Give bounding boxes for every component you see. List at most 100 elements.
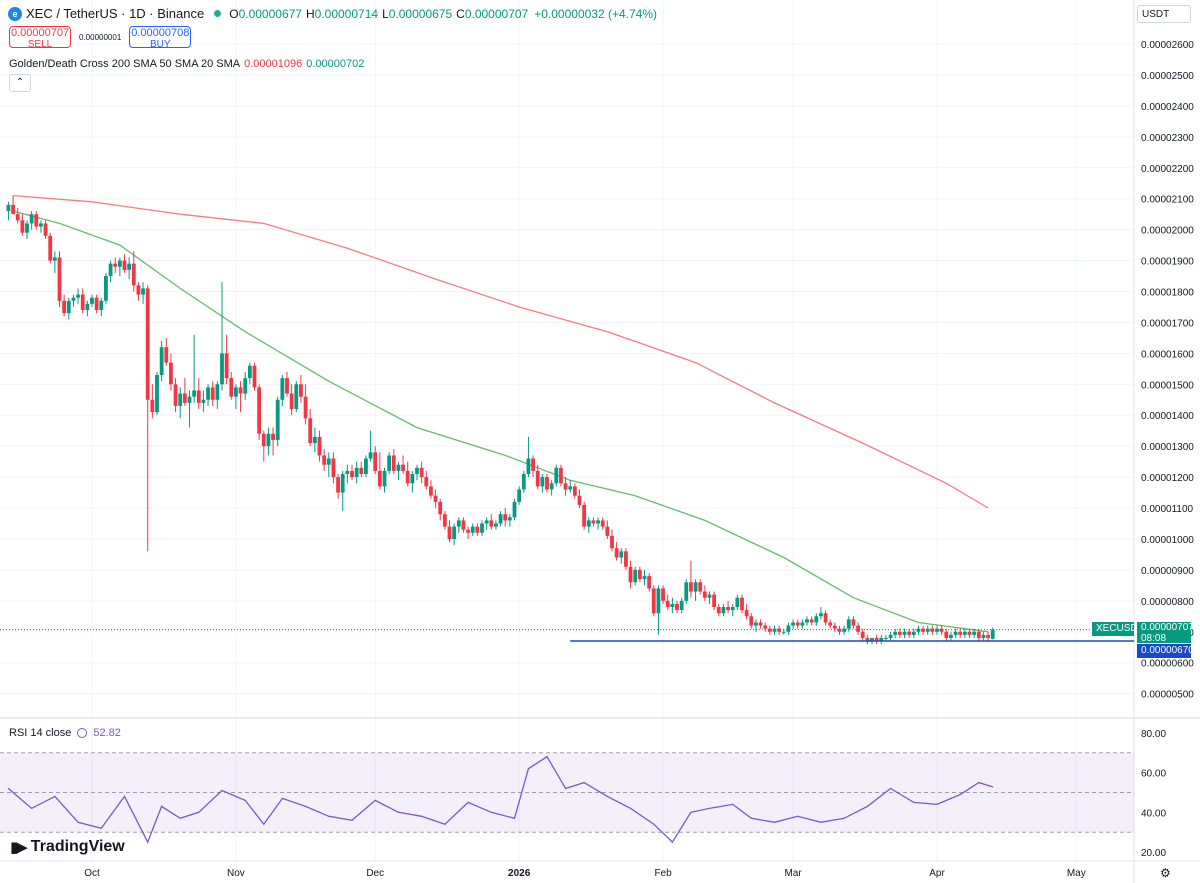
rsi-point xyxy=(421,815,423,817)
candle xyxy=(582,501,587,530)
candle-body xyxy=(247,365,252,379)
candle xyxy=(303,384,308,425)
rsi-axis-label: 80.00 xyxy=(1141,729,1166,740)
candle xyxy=(159,340,164,382)
candle xyxy=(489,514,494,530)
candle-body xyxy=(962,631,967,635)
candle xyxy=(884,634,888,642)
candle xyxy=(647,572,652,592)
candle-body xyxy=(155,375,159,413)
candle xyxy=(312,427,317,453)
rsi-legend[interactable]: RSI 14 close 52.82 xyxy=(9,727,121,739)
buy-button[interactable]: 0.00000708 BUY xyxy=(129,26,192,50)
candle-body xyxy=(66,300,71,314)
candle xyxy=(359,461,364,478)
sell-price: 0.00000707 xyxy=(10,27,70,39)
candle xyxy=(136,282,141,301)
rsi-point xyxy=(732,803,734,805)
candle xyxy=(897,628,902,638)
candle-body xyxy=(354,467,359,478)
candle xyxy=(740,594,744,614)
candle xyxy=(749,613,754,629)
low-label: L xyxy=(382,6,389,21)
chevron-up-icon[interactable]: ⌃ xyxy=(9,74,31,92)
candle xyxy=(20,214,25,236)
candle xyxy=(517,486,522,505)
candle xyxy=(512,498,517,521)
candle-body xyxy=(865,637,870,642)
candle xyxy=(540,474,545,493)
rsi-point xyxy=(100,827,102,829)
candle xyxy=(169,353,173,391)
candle xyxy=(52,251,57,273)
candle-body xyxy=(470,526,475,533)
candle-body xyxy=(62,300,67,314)
candle-body xyxy=(229,378,234,397)
rsi-name: RSI 14 close xyxy=(9,727,72,739)
candle-body xyxy=(480,523,484,533)
price-axis-label: 0.00001900 xyxy=(1141,257,1194,268)
horizontal-line-price-tag[interactable]: 0.00000670 xyxy=(1137,644,1194,658)
candle-body xyxy=(429,486,433,496)
candle-body xyxy=(11,204,15,215)
price-axis-label: 0.00002300 xyxy=(1141,133,1194,144)
symbol-title[interactable]: XEC / TetherUS · 1D · Binance xyxy=(26,6,205,21)
candle xyxy=(442,511,447,530)
market-open-dot-icon xyxy=(214,10,222,17)
candle-body xyxy=(967,631,972,635)
tradingview-logo[interactable]: ▮▶ TradingView xyxy=(10,838,125,856)
candle xyxy=(856,622,860,635)
tradingview-wordmark: TradingView xyxy=(30,838,125,855)
indicator-legend[interactable]: Golden/Death Cross 200 SMA 50 SMA 20 SMA… xyxy=(9,58,364,70)
candle xyxy=(331,452,336,484)
sma50-line xyxy=(12,210,989,633)
candle xyxy=(563,477,568,496)
candle xyxy=(596,517,600,530)
price-axis-label: 0.00002200 xyxy=(1141,164,1194,175)
candle-body xyxy=(466,529,470,533)
candle-body xyxy=(949,634,953,638)
candle-body xyxy=(716,607,721,614)
candle xyxy=(117,257,122,277)
candle-body xyxy=(387,455,392,471)
rsi-point xyxy=(263,823,265,825)
candle-body xyxy=(178,393,183,406)
candle xyxy=(651,585,656,617)
candle xyxy=(164,337,169,366)
candle-body xyxy=(823,613,828,623)
gear-icon[interactable]: ⚙ xyxy=(1160,866,1171,880)
candle-body xyxy=(122,260,127,270)
rsi-pane xyxy=(0,752,1134,844)
candle xyxy=(888,631,893,642)
candle-body xyxy=(498,514,503,524)
candle-body xyxy=(517,489,522,502)
candle-body xyxy=(512,501,517,518)
candle-body xyxy=(842,628,847,632)
candle-body xyxy=(80,294,85,311)
sma200-line xyxy=(13,194,989,509)
sell-button[interactable]: 0.00000707 SELL xyxy=(9,26,71,50)
candle-body xyxy=(879,637,884,642)
time-axis-label: May xyxy=(1067,868,1086,879)
candle-body xyxy=(15,214,20,221)
rsi-point xyxy=(797,815,799,817)
candle-body xyxy=(52,257,57,261)
candle xyxy=(173,378,178,413)
candle-body xyxy=(359,467,364,474)
candle xyxy=(145,285,150,552)
candle xyxy=(484,517,489,530)
currency-selector[interactable]: USDT xyxy=(1137,5,1191,23)
candle-body xyxy=(39,223,43,227)
last-price-value: 0.00000707 xyxy=(1141,622,1194,633)
candle xyxy=(605,520,610,539)
rsi-point xyxy=(527,768,530,770)
candle-body xyxy=(377,470,382,487)
candle xyxy=(851,616,856,629)
candle xyxy=(196,378,201,410)
candle-body xyxy=(317,436,322,456)
candle xyxy=(308,409,313,447)
candle-body xyxy=(870,637,874,642)
candle xyxy=(57,251,62,307)
candle-body xyxy=(981,634,986,638)
